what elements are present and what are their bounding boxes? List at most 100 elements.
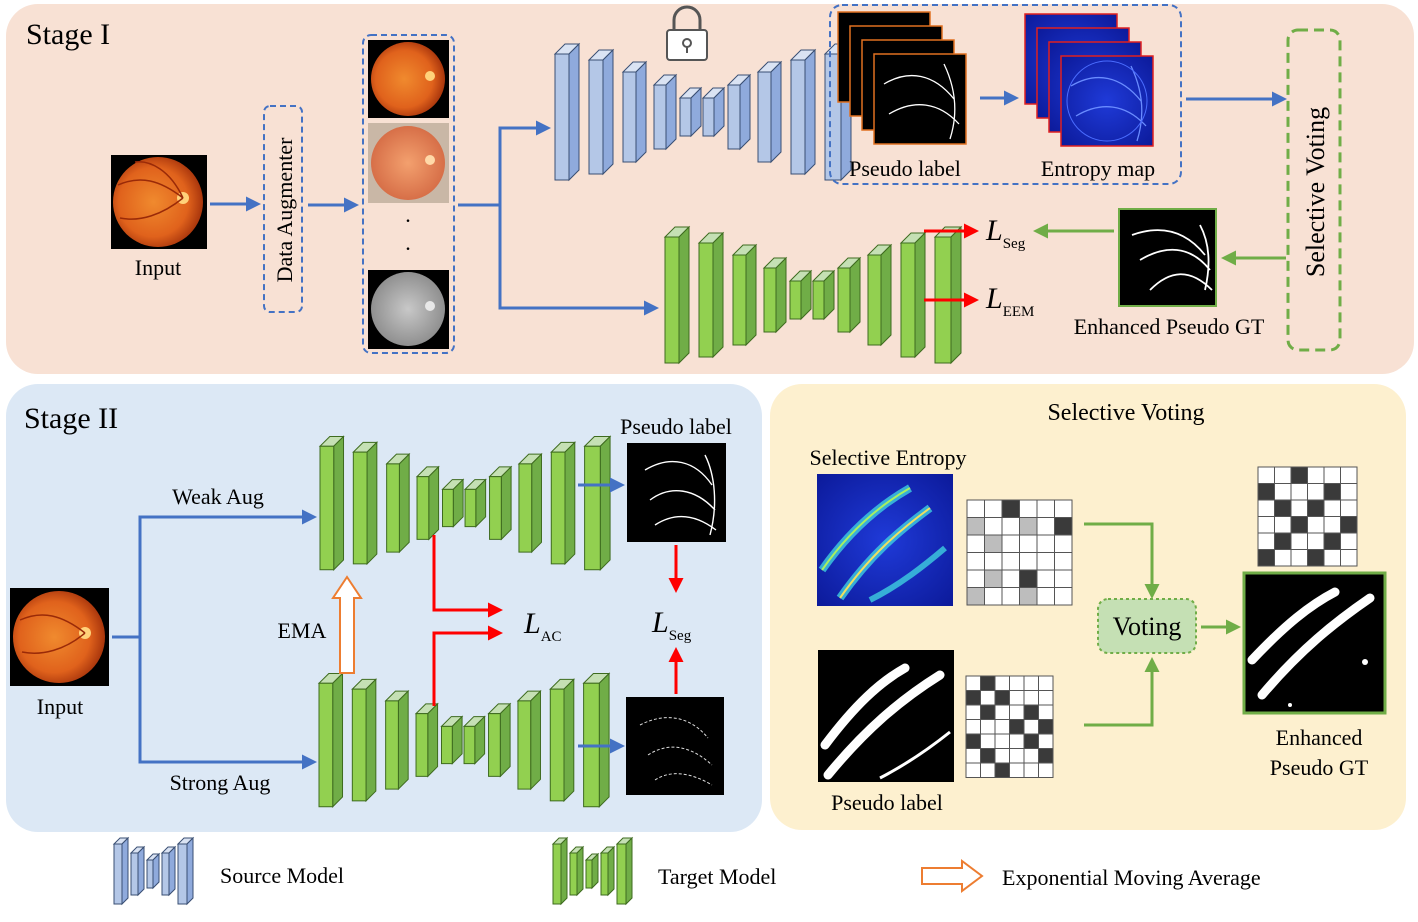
pseudo-grid-cell bbox=[1038, 719, 1054, 735]
pseudo-grid-cell bbox=[994, 748, 1010, 764]
entropy-grid-cell bbox=[1054, 534, 1073, 553]
teacher-model-layer-8 bbox=[517, 452, 543, 554]
student-model-layer-2 bbox=[351, 678, 378, 803]
voting-box bbox=[1097, 598, 1197, 654]
entropy-grid-cell bbox=[966, 552, 985, 571]
ellipsis-dot-2: . bbox=[405, 230, 411, 255]
voted-grid-cell bbox=[1340, 466, 1358, 484]
pseudo-grid-cell bbox=[994, 704, 1010, 720]
augmented-image-noise bbox=[368, 123, 449, 203]
stage1-input-label: Input bbox=[135, 255, 181, 280]
arrow-teacher-to-lac bbox=[432, 535, 503, 618]
voted-grid-cell bbox=[1323, 516, 1341, 534]
entropy-grid-cell bbox=[1019, 569, 1038, 588]
target-model-stage1-layer-2 bbox=[697, 231, 725, 359]
voted-grid bbox=[1257, 466, 1358, 567]
entropy-grid-cell bbox=[1036, 517, 1055, 536]
legend-target-layer-4 bbox=[599, 845, 616, 897]
ema-arrow bbox=[331, 575, 363, 674]
entropy-grid-cell bbox=[1054, 499, 1073, 518]
entropy-map-stack bbox=[1024, 13, 1154, 147]
pseudo-grid-cell bbox=[1023, 762, 1039, 778]
pseudo-grid-cell bbox=[980, 733, 996, 749]
stage2-prediction-image bbox=[626, 697, 724, 795]
pseudo-grid-cell bbox=[1009, 719, 1025, 735]
target-model-stage1-layer-6 bbox=[811, 269, 836, 321]
voted-grid-cell bbox=[1323, 483, 1341, 501]
voted-grid-cell bbox=[1307, 532, 1325, 550]
pseudo-grid-cell bbox=[994, 690, 1010, 706]
pseudo-grid-cell bbox=[1038, 748, 1054, 764]
lock-icon bbox=[666, 5, 708, 61]
entropy-grid-cell bbox=[984, 517, 1003, 536]
voted-grid-cell bbox=[1307, 516, 1325, 534]
entropy-grid-cell bbox=[1036, 499, 1055, 518]
entropy-grid-cell bbox=[1054, 569, 1073, 588]
voted-grid-cell bbox=[1323, 549, 1341, 567]
voted-grid-cell bbox=[1290, 549, 1308, 567]
voted-grid-cell bbox=[1257, 532, 1275, 550]
pseudo-grid-cell bbox=[1023, 704, 1039, 720]
pseudo-grid-cell bbox=[965, 762, 981, 778]
source-model-layer-5 bbox=[678, 86, 703, 138]
voted-grid-cell bbox=[1340, 483, 1358, 501]
enhanced-gt-line1: Enhanced bbox=[1276, 725, 1363, 750]
pseudo-grid-cell bbox=[980, 704, 996, 720]
legend-target-layer-3 bbox=[584, 852, 600, 890]
pseudo-label-stack bbox=[837, 11, 967, 145]
voted-grid-cell bbox=[1307, 483, 1325, 501]
entropy-grid-cell bbox=[984, 534, 1003, 553]
augmented-images-box bbox=[362, 34, 455, 354]
augmented-image-color bbox=[368, 40, 449, 118]
pseudo-grid-cell bbox=[1038, 733, 1054, 749]
ellipsis-dot-1: . bbox=[405, 202, 411, 227]
entropy-grid-cell bbox=[1054, 587, 1073, 606]
loss-seg-stage2: LSeg bbox=[651, 606, 692, 644]
target-model-stage1-layer-4 bbox=[762, 256, 788, 334]
voted-grid-cell bbox=[1257, 466, 1275, 484]
weak-aug-label: Weak Aug bbox=[172, 484, 264, 509]
legend-source-model-icon bbox=[112, 836, 195, 906]
voting-label: Voting bbox=[1113, 612, 1182, 641]
pseudo-grid-cell bbox=[1023, 675, 1039, 691]
entropy-grid-cell bbox=[984, 499, 1003, 518]
pseudo-grid-cell bbox=[965, 690, 981, 706]
loss-ac: LAC bbox=[523, 607, 562, 645]
source-model-layer-2 bbox=[587, 48, 615, 176]
stage1-pseudo-label-text: Pseudo label bbox=[849, 156, 961, 181]
pseudo-grid bbox=[965, 675, 1054, 778]
target-model-stage1-layer-7 bbox=[836, 256, 862, 334]
pseudo-grid-cell bbox=[1038, 690, 1054, 706]
voting-enhanced-gt-image bbox=[1242, 571, 1387, 715]
pseudo-grid-cell bbox=[994, 719, 1010, 735]
stage1-title: Stage I bbox=[26, 18, 110, 51]
entropy-grid-cell bbox=[1001, 569, 1020, 588]
entropy-grid-cell bbox=[1019, 552, 1038, 571]
target-model-stage1-layer-5 bbox=[788, 269, 813, 321]
selective-voting-label: Selective Voting bbox=[1301, 107, 1330, 277]
pseudo-grid-cell bbox=[1009, 762, 1025, 778]
legend-source-layer-1 bbox=[112, 836, 130, 906]
voting-pseudo-label-image bbox=[818, 650, 954, 782]
entropy-grid-cell bbox=[1001, 552, 1020, 571]
voted-grid-cell bbox=[1340, 532, 1358, 550]
voted-grid-cell bbox=[1274, 549, 1292, 567]
teacher-model-layer-7 bbox=[488, 465, 513, 541]
entropy-grid-cell bbox=[1001, 517, 1020, 536]
pseudo-grid-cell bbox=[994, 733, 1010, 749]
voted-grid-cell bbox=[1274, 466, 1292, 484]
strong-aug-label: Strong Aug bbox=[170, 770, 271, 795]
source-model-stage1 bbox=[553, 42, 853, 182]
source-model-layer-3 bbox=[621, 60, 648, 164]
loss-seg-stage1: LSeg bbox=[985, 214, 1026, 252]
source-model-layer-7 bbox=[726, 73, 752, 151]
entropy-grid-cell bbox=[1036, 587, 1055, 606]
legend-source-layer-4 bbox=[160, 845, 177, 897]
pseudo-grid-cell bbox=[994, 762, 1010, 778]
entropy-grid-cell bbox=[966, 587, 985, 606]
voted-grid-cell bbox=[1274, 516, 1292, 534]
voting-panel-title: Selective Voting bbox=[1047, 400, 1204, 426]
entropy-grid-cell bbox=[1019, 534, 1038, 553]
source-model-layer-6 bbox=[701, 86, 726, 138]
